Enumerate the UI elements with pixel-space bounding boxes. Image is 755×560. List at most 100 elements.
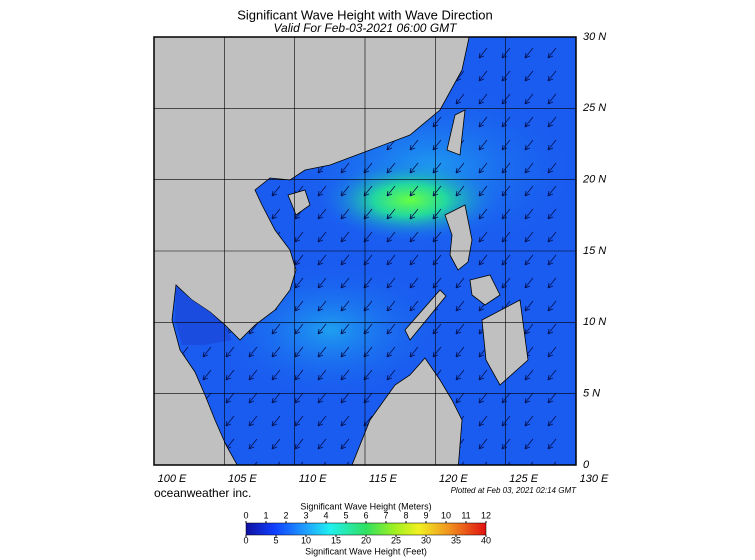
wave-arrow: [478, 93, 488, 105]
wave-arrow: [317, 392, 327, 404]
wave-arrow: [478, 231, 488, 243]
wave-arrow: [501, 162, 511, 174]
wave-arrow: [501, 392, 511, 404]
wave-arrow: [455, 323, 465, 335]
wave-arrow: [478, 254, 488, 266]
wave-arrow: [317, 208, 327, 220]
wave-arrow: [271, 185, 281, 197]
wave-arrow: [300, 461, 304, 465]
wave-arrow: [547, 323, 557, 335]
y-tick-label: 5 N: [583, 388, 600, 400]
wave-arrow: [317, 323, 327, 335]
wave-arrow: [294, 300, 304, 312]
title: Significant Wave Height with Wave Direct…: [237, 7, 493, 22]
wave-arrow: [501, 116, 511, 128]
wave-arrow: [340, 300, 350, 312]
wave-arrow: [547, 369, 557, 381]
land-palawan: [404, 289, 447, 341]
meters-tick-label: 7: [383, 510, 388, 520]
wave-arrow: [547, 415, 557, 427]
wave-arrow: [340, 369, 350, 381]
wave-arrow: [340, 277, 350, 289]
wave-arrow: [409, 300, 419, 312]
wave-arrow: [409, 231, 419, 243]
wave-arrow: [547, 231, 557, 243]
meters-tick-label: 2: [283, 510, 288, 520]
wave-arrow: [294, 369, 304, 381]
colorbar-feet-label: Significant Wave Height (Feet): [305, 546, 427, 556]
feet-tick-label: 40: [481, 535, 491, 545]
wave-arrow: [409, 277, 419, 289]
wave-arrow: [478, 70, 488, 82]
wave-arrow: [478, 415, 488, 427]
wave-arrow: [478, 208, 488, 220]
x-tick-label: 125 E: [509, 473, 538, 485]
meters-tick-label: 0: [243, 510, 248, 520]
wave-arrow: [501, 254, 511, 266]
meters-tick-label: 9: [423, 510, 428, 520]
wave-arrow: [409, 346, 419, 358]
wave-arrow: [547, 208, 557, 220]
wave-arrow: [271, 369, 281, 381]
wave-arrow: [294, 346, 304, 358]
wave-arrow: [547, 47, 557, 59]
land-mainland: [154, 37, 470, 465]
meters-tick-label: 10: [441, 510, 451, 520]
wave-arrow: [346, 461, 350, 465]
wave-arrow: [547, 300, 557, 312]
land-borneo: [351, 357, 463, 465]
wave-arrow: [524, 116, 534, 128]
meters-tick-label: 5: [343, 510, 348, 520]
wave-arrow: [225, 415, 235, 427]
wave-arrow: [340, 254, 350, 266]
colorbar-meters-label: Significant Wave Height (Meters): [300, 501, 431, 511]
wave-arrow: [409, 139, 419, 151]
wave-arrow: [501, 93, 511, 105]
feet-tick-label: 35: [451, 535, 461, 545]
wave-arrow: [271, 415, 281, 427]
wave-arrow: [547, 346, 557, 358]
wave-arrow: [409, 254, 419, 266]
x-tick-label: 105 E: [228, 473, 257, 485]
wave-arrow: [271, 438, 281, 450]
colorbar-ticks: 0 1 2 3 4 5 6 7 8 9 10 11 120 5 10 15 20 25 30 35 40: [243, 510, 491, 545]
wave-arrow: [340, 185, 350, 197]
wave-arrow: [501, 70, 511, 82]
wave-arrow: [254, 461, 258, 465]
meters-tick-label: 6: [363, 510, 368, 520]
feet-tick-label: 30: [421, 535, 431, 545]
wave-arrow: [455, 185, 465, 197]
wave-arrow: [524, 208, 534, 220]
map-area: [154, 37, 576, 465]
wave-arrow: [202, 369, 212, 381]
plotted-time: Plotted at Feb 03, 2021 02:14 GMT: [451, 486, 578, 495]
wave-arrow: [524, 277, 534, 289]
wave-arrow: [294, 415, 304, 427]
wave-arrow: [248, 438, 258, 450]
y-tick-label: 15 N: [583, 245, 606, 257]
subtitle: Valid For Feb-03-2021 06:00 GMT: [274, 21, 459, 35]
wave-arrow: [524, 185, 534, 197]
axis-labels: 100 E 105 E 110 E 115 E 120 E 125 E 130 E 0 5 N 1…: [158, 31, 609, 485]
wave-arrow: [294, 254, 304, 266]
wave-arrow: [455, 277, 465, 289]
wave-arrow: [524, 139, 534, 151]
wave-arrow: [524, 392, 534, 404]
wave-arrow: [501, 415, 511, 427]
wave-arrow: [323, 461, 327, 465]
x-tick-label: 110 E: [299, 473, 328, 485]
wave-arrow: [478, 369, 488, 381]
wave-arrow: [501, 139, 511, 151]
wave-arrow: [340, 438, 350, 450]
x-tick-label: 100 E: [158, 473, 187, 485]
wave-arrow: [271, 323, 281, 335]
wave-arrow: [317, 277, 327, 289]
wave-arrow: [294, 392, 304, 404]
wave-arrow: [501, 185, 511, 197]
y-tick-label: 20 N: [582, 174, 606, 186]
wave-arrow: [386, 277, 396, 289]
gulf-of-thailand: [175, 286, 232, 345]
wave-arrow: [524, 300, 534, 312]
wave-arrow: [524, 438, 534, 450]
wave-arrow: [386, 162, 396, 174]
